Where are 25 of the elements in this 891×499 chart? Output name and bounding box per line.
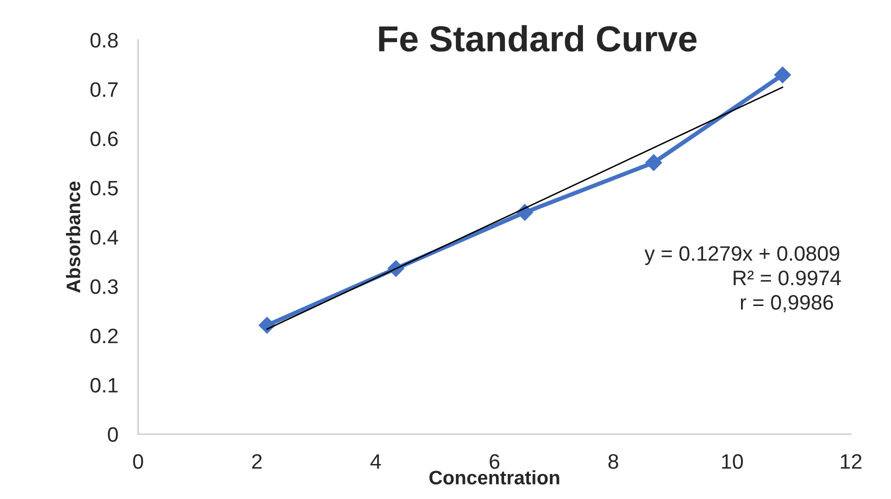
x-axis-title: Concentration — [429, 470, 560, 484]
point — [774, 66, 791, 84]
y-tick-label: 0.6 — [90, 131, 118, 146]
point — [645, 154, 662, 171]
x-tick-label: 6 — [490, 454, 500, 469]
point — [258, 316, 276, 334]
x-tick-label: 4 — [370, 454, 381, 469]
y-tick-label: 0.1 — [90, 378, 118, 393]
x-tick-label: 0 — [133, 454, 144, 469]
annotation: r = 0,9986 — [740, 295, 834, 312]
annotation: R² = 0.9974 — [734, 270, 841, 286]
y-tick-label: 0.3 — [90, 279, 118, 294]
x-tick-label: 12 — [840, 454, 862, 469]
y-tick-label: 0.4 — [90, 230, 118, 245]
x-tick-label: 8 — [608, 454, 618, 469]
y-tick-label: 0.7 — [90, 82, 118, 97]
annotation: y = 0.1279x + 0.0809 — [644, 246, 840, 265]
x-tick-label: 2 — [252, 454, 262, 469]
chart-title: Fe Standard Curve — [379, 25, 697, 52]
y-tick-label: 0.2 — [90, 328, 118, 344]
x-tick-label: 10 — [722, 454, 743, 469]
y-tick-label: 0.5 — [90, 180, 118, 196]
y-axis-title: Absorbance — [66, 181, 80, 293]
y-tick-label: 0 — [108, 427, 118, 442]
y-tick-label: 0.8 — [90, 32, 118, 48]
